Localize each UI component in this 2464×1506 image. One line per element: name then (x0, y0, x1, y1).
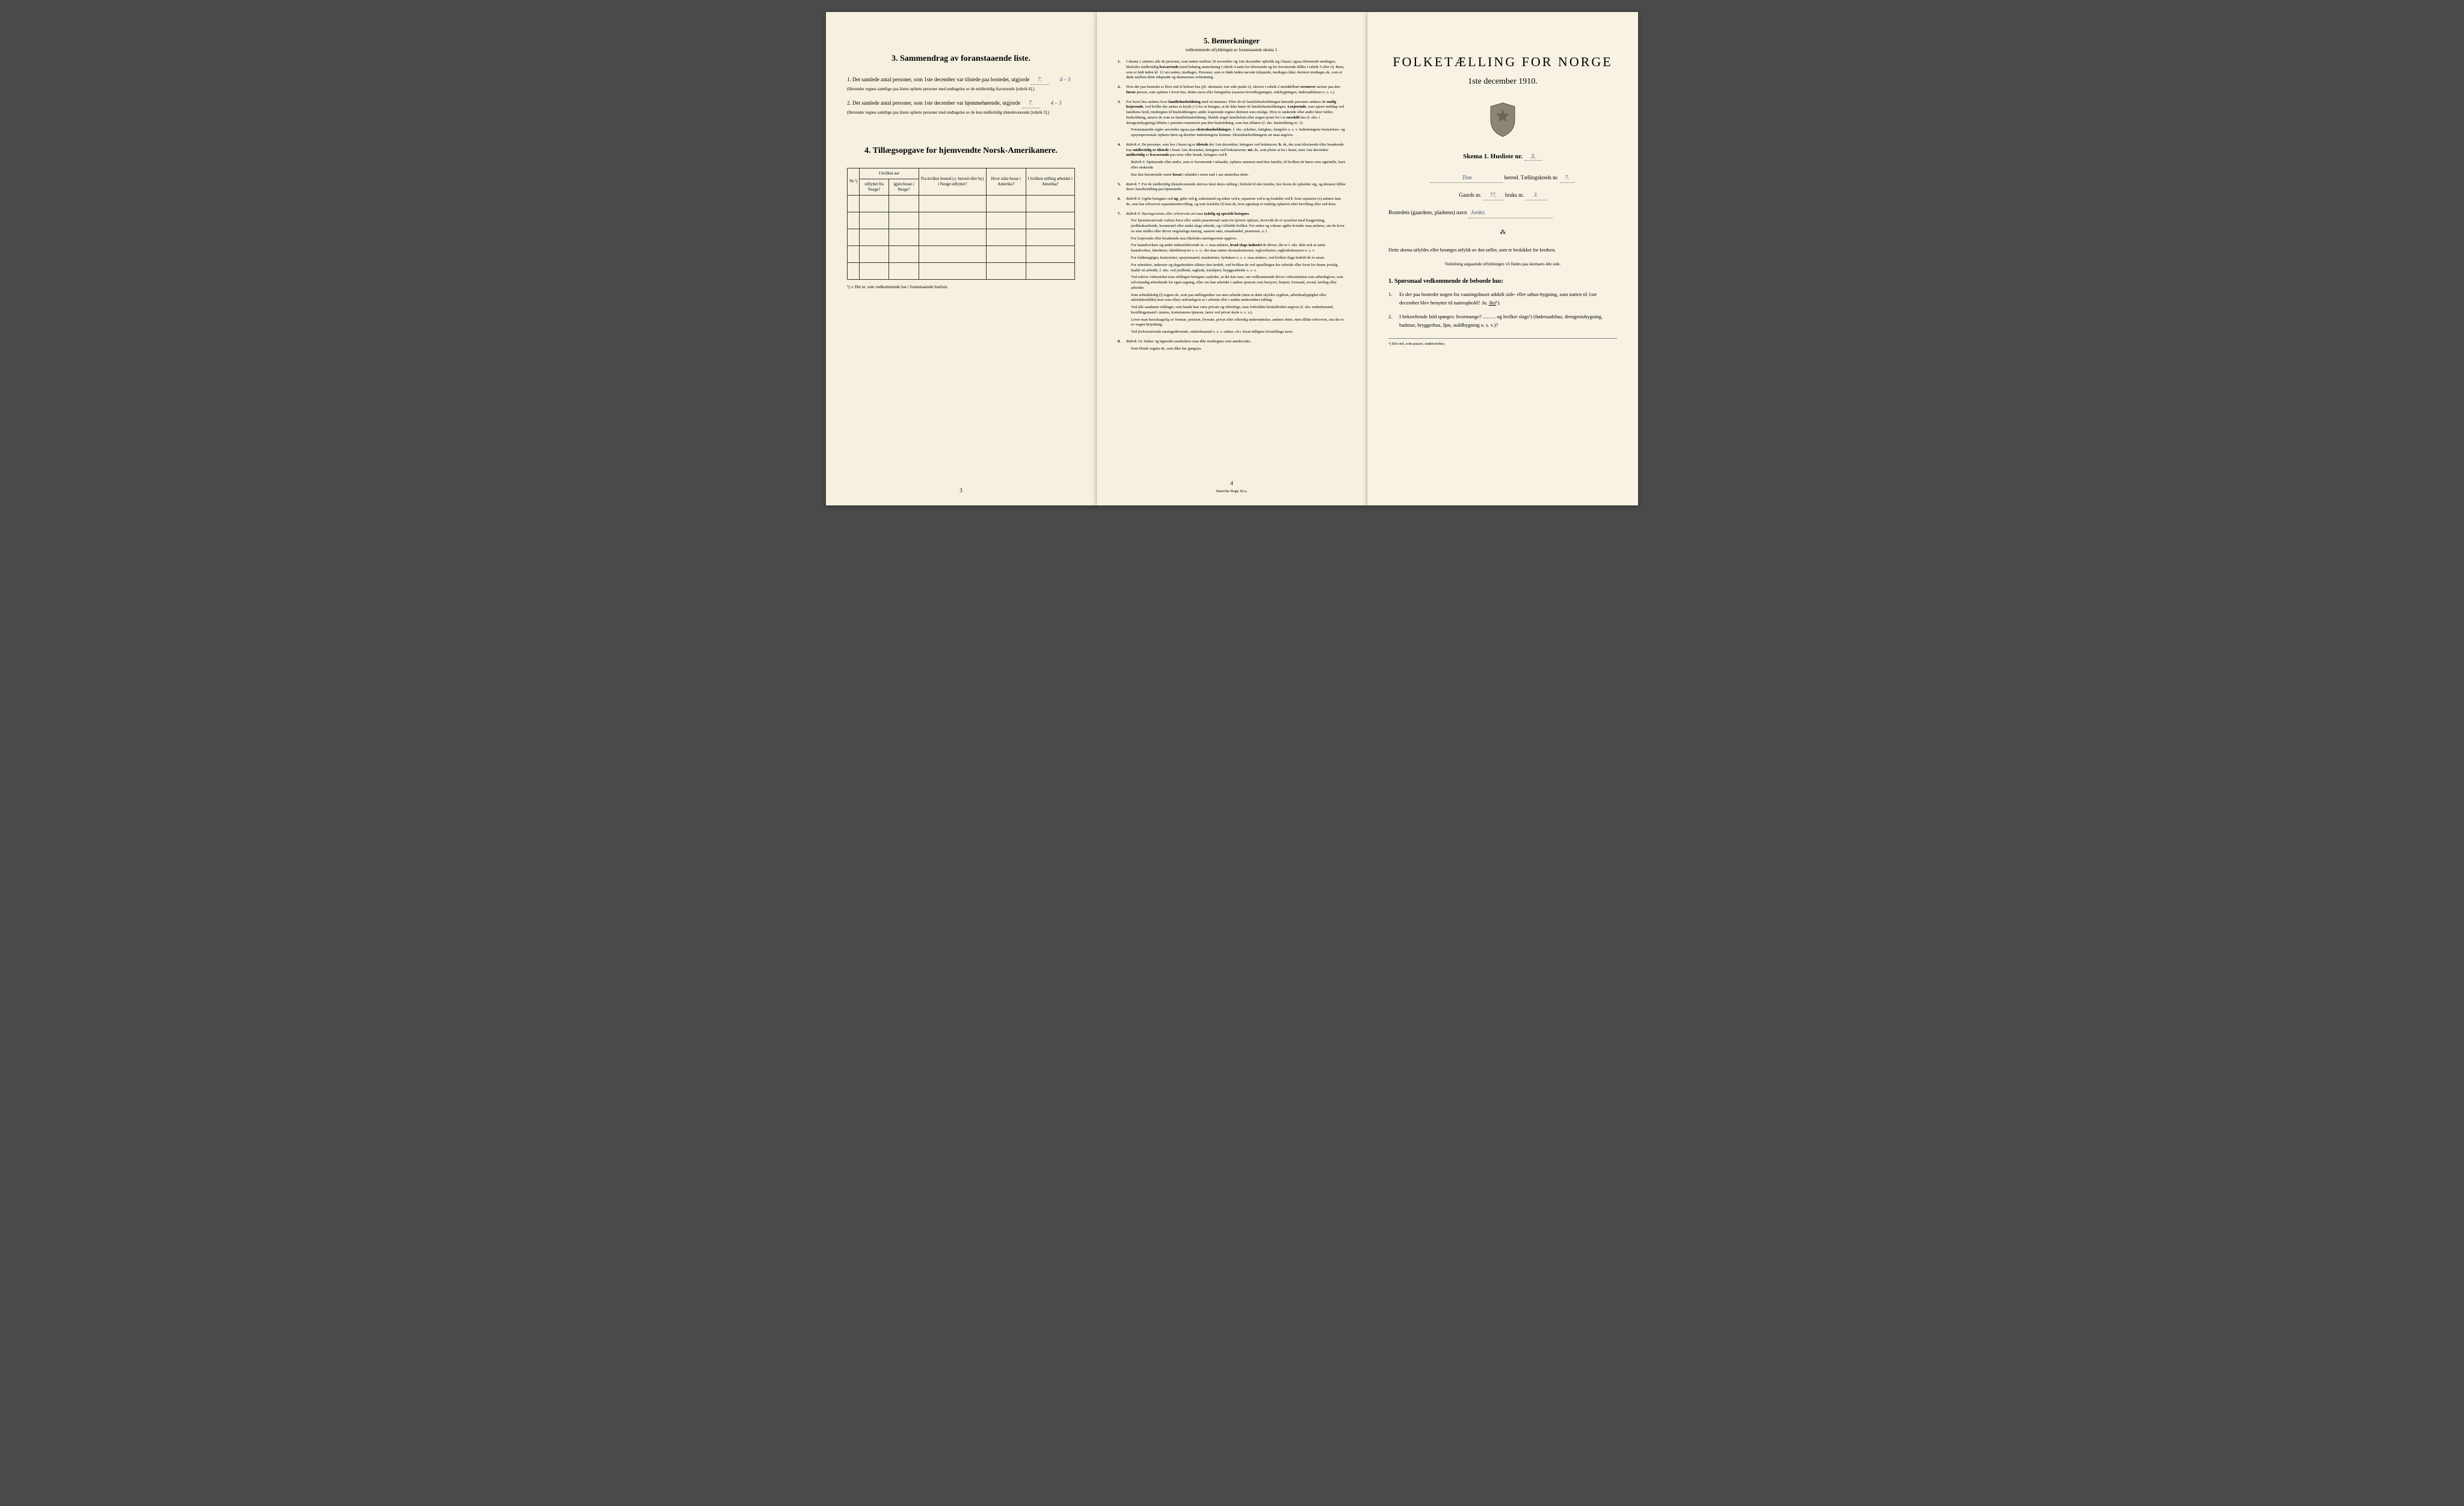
remark-item: Hvis der paa bostedet er flere end ét be… (1118, 85, 1346, 96)
section-4-title: 4. Tillægsopgave for hjemvendte Norsk-Am… (847, 146, 1075, 156)
instruction-main: Dette skema utfyldes eller besørges utfy… (1388, 247, 1617, 254)
bruks-label: bruks nr. (1505, 192, 1524, 198)
remark-item: Rubrik 4. De personer, som bor i huset o… (1118, 143, 1346, 178)
remark-item: Rubrik 8. Ugifte betegnes ved ug, gifte … (1118, 197, 1346, 208)
instruction-sub: Veiledning angaaende utfyldningen vil fi… (1388, 261, 1617, 268)
bosted-value: Jordet. (1468, 208, 1553, 218)
gaards-label: Gaards nr. (1459, 192, 1481, 198)
herred-row: Tinn herred. Tællingskreds nr. 7. (1388, 173, 1617, 183)
remarks-list: I skema 1 anføres alle de personer, som … (1118, 60, 1346, 351)
item2-note: (Herunder regnes samtlige paa listen opf… (847, 110, 1075, 116)
skema-label: Skema 1. Husliste nr. (1463, 153, 1523, 160)
remark-item: Rubrik 14. Sinker og lignende aandssløve… (1118, 339, 1346, 352)
page-3-summary: 3. Sammendrag av foranstaaende liste. 1.… (826, 12, 1097, 505)
census-title: FOLKETÆLLING FOR NORGE (1388, 54, 1617, 70)
remark-item: I skema 1 anføres alle de personer, som … (1118, 60, 1346, 81)
remark-item: Rubrik 9. Næringsveiens eller erhvervets… (1118, 212, 1346, 335)
skema-line: Skema 1. Husliste nr. 3. (1388, 153, 1617, 161)
bosted-label: Bostedets (gaardens, pladsens) navn (1388, 209, 1467, 215)
amerika-tbody (848, 195, 1075, 279)
husliste-nr: 3. (1524, 153, 1542, 161)
th-igjen: igjen bosat i Norge? (889, 179, 919, 195)
th-amerika: Hvor sidst bosat i Amerika? (986, 168, 1026, 195)
page-number-3: 3 (959, 487, 962, 493)
gaards-row: Gaards nr. 77, bruks nr. 3. (1388, 190, 1617, 200)
section-5-title: 5. Bemerkninger (1118, 36, 1346, 46)
coat-of-arms-icon (1488, 102, 1518, 138)
q1-text: Er der paa bostedet nogen fra vaaningshu… (1399, 291, 1597, 306)
section-3-title: 3. Sammendrag av foranstaaende liste. (847, 54, 1075, 64)
remark-item: Rubrik 7. For de midlertidig tilstedevær… (1118, 182, 1346, 193)
question-2: 2. I bekræftende fald spørges: hvormange… (1388, 313, 1617, 329)
th-nr: Nr.¹) (848, 168, 860, 195)
item2-text: Det samlede antal personer, som 1ste dec… (852, 100, 1020, 106)
section-5-subtitle: vedkommende utfyldningen av foranstaaend… (1118, 48, 1346, 52)
page-4-remarks: 5. Bemerkninger vedkommende utfyldningen… (1097, 12, 1367, 505)
page-1-cover: FOLKETÆLLING FOR NORGE 1ste december 191… (1367, 12, 1638, 505)
herred-value: Tinn (1431, 173, 1503, 183)
th-bosted: Fra hvilket bosted (ɔ: herred eller by) … (919, 168, 986, 195)
item1-note: (Herunder regnes samtlige paa listen opf… (847, 87, 1075, 93)
printer-credit: Steen'ske Bogtr. Kr.a. (1216, 490, 1248, 493)
page-number-4: 4 (1230, 480, 1233, 486)
bosted-row: Bostedets (gaardens, pladsens) navn Jord… (1388, 208, 1617, 218)
questions-heading: 1. Spørsmaal vedkommende de beboede hus: (1388, 278, 1617, 285)
footnote: ¹) Det ord, som passer, understrekes. (1388, 338, 1617, 346)
th-stilling: I hvilken stilling arbeidet i Amerika? (1026, 168, 1074, 195)
item1-annotation: 4 – 3 (1060, 76, 1071, 82)
bruks-nr: 3. (1526, 190, 1547, 200)
q2-text: I bekræftende fald spørges: hvormange? .… (1399, 313, 1603, 328)
gaards-nr: 77, (1483, 190, 1504, 200)
summary-item-1: 1. Det samlede antal personer, som 1ste … (847, 76, 1075, 92)
th-year-top: I hvilket aar (860, 168, 919, 179)
item2-annotation: 4 – 3 (1051, 100, 1062, 106)
summary-item-2: 2. Det samlede antal personer, som 1ste … (847, 99, 1075, 116)
question-1: 1. Er der paa bostedet nogen fra vaaning… (1388, 291, 1617, 307)
th-utflyttet: utflyttet fra Norge? (860, 179, 889, 195)
census-date: 1ste december 1910. (1388, 77, 1617, 87)
item1-value: 7. (1031, 76, 1049, 85)
item2-value: 7. (1022, 99, 1040, 108)
divider-ornament: ⁂ (1388, 229, 1617, 236)
remark-item: For hvert hus anføres hver familiehushol… (1118, 100, 1346, 138)
table-footnote: ¹) ɔ: Det nr. som vedkommende har i fora… (847, 285, 1075, 289)
amerika-table: Nr.¹) I hvilket aar Fra hvilket bosted (… (847, 168, 1075, 280)
herred-label: herred. Tællingskreds nr. (1505, 174, 1559, 181)
item1-text: Det samlede antal personer, som 1ste dec… (852, 76, 1029, 82)
kreds-nr: 7. (1560, 173, 1575, 183)
